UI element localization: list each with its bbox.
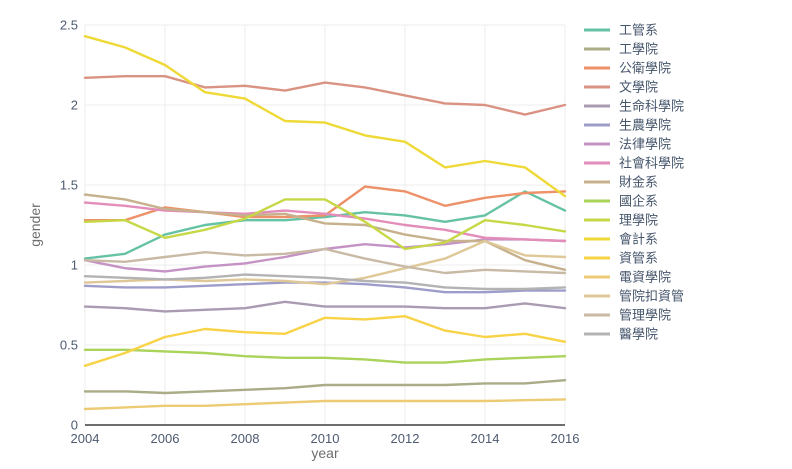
series-line (83, 185, 567, 222)
x-tick-label: 2004 (71, 431, 100, 446)
legend-label: 法律學院 (619, 137, 671, 152)
y-tick-label: 2 (71, 98, 78, 113)
legend-item[interactable]: 法律學院 (584, 137, 671, 152)
series-line (83, 379, 567, 395)
legend-label: 電資學院 (619, 270, 671, 285)
legend-item[interactable]: 公衛學院 (584, 61, 671, 76)
series-line (83, 281, 567, 294)
legend-label: 國企系 (619, 194, 658, 209)
series-line (83, 348, 567, 364)
series-line (83, 300, 567, 313)
legend-item[interactable]: 電資學院 (584, 270, 671, 285)
x-tick-label: 2016 (551, 431, 580, 446)
legend-item[interactable]: 會計系 (584, 232, 658, 247)
series-line (83, 398, 567, 411)
legend-label: 生農學院 (619, 118, 671, 133)
legend-label: 公衛學院 (619, 61, 671, 76)
legend-item[interactable]: 文學院 (584, 80, 658, 95)
x-tick-label: 2010 (311, 431, 340, 446)
y-tick-label: 1.5 (60, 178, 78, 193)
legend-item[interactable]: 工管系 (584, 23, 658, 38)
legend-item[interactable]: 財金系 (584, 175, 658, 190)
series-line (83, 35, 567, 198)
x-tick-label: 2012 (391, 431, 420, 446)
legend-item[interactable]: 社會科學院 (584, 156, 684, 171)
legend-item[interactable]: 國企系 (584, 194, 658, 209)
legend-item[interactable]: 工學院 (584, 42, 658, 57)
legend-label: 工學院 (619, 42, 658, 57)
legend-label: 文學院 (619, 80, 658, 95)
series-line (83, 198, 567, 251)
y-tick-label: 1 (71, 258, 78, 273)
legend-item[interactable]: 資管系 (584, 251, 658, 266)
legend-label: 生命科學院 (619, 99, 684, 114)
legend-label: 管院扣資管 (619, 289, 684, 304)
y-tick-label: 0.5 (60, 338, 78, 353)
series-line (83, 201, 567, 243)
series-line (83, 273, 567, 291)
legend-item[interactable]: 生命科學院 (584, 99, 684, 114)
legend-item[interactable]: 生農學院 (584, 118, 671, 133)
legend-label: 工管系 (619, 23, 658, 38)
legend-item[interactable]: 醫學院 (584, 327, 658, 342)
legend-label: 財金系 (619, 175, 658, 190)
x-tick-label: 2008 (231, 431, 260, 446)
x-tick-label: 2014 (471, 431, 500, 446)
legend-label: 理學院 (619, 213, 658, 228)
x-axis-title: year (311, 445, 339, 461)
x-tick-label: 2006 (151, 431, 180, 446)
legend-label: 管理學院 (619, 308, 671, 323)
legend-item[interactable]: 管理學院 (584, 308, 671, 323)
legend-item[interactable]: 管院扣資管 (584, 289, 684, 304)
legend: 工管系工學院公衛學院文學院生命科學院生農學院法律學院社會科學院財金系國企系理學院… (584, 23, 684, 342)
series-line (83, 247, 567, 275)
legend-label: 社會科學院 (619, 156, 684, 171)
series-line (83, 315, 567, 367)
y-tick-label: 0 (71, 418, 78, 433)
legend-label: 醫學院 (619, 327, 658, 342)
series-line (83, 74, 567, 116)
y-tick-label: 2.5 (60, 18, 78, 33)
legend-label: 資管系 (619, 251, 658, 266)
y-axis-title: gender (27, 203, 43, 247)
series-line (83, 190, 567, 260)
legend-item[interactable]: 理學院 (584, 213, 658, 228)
legend-label: 會計系 (619, 232, 658, 247)
